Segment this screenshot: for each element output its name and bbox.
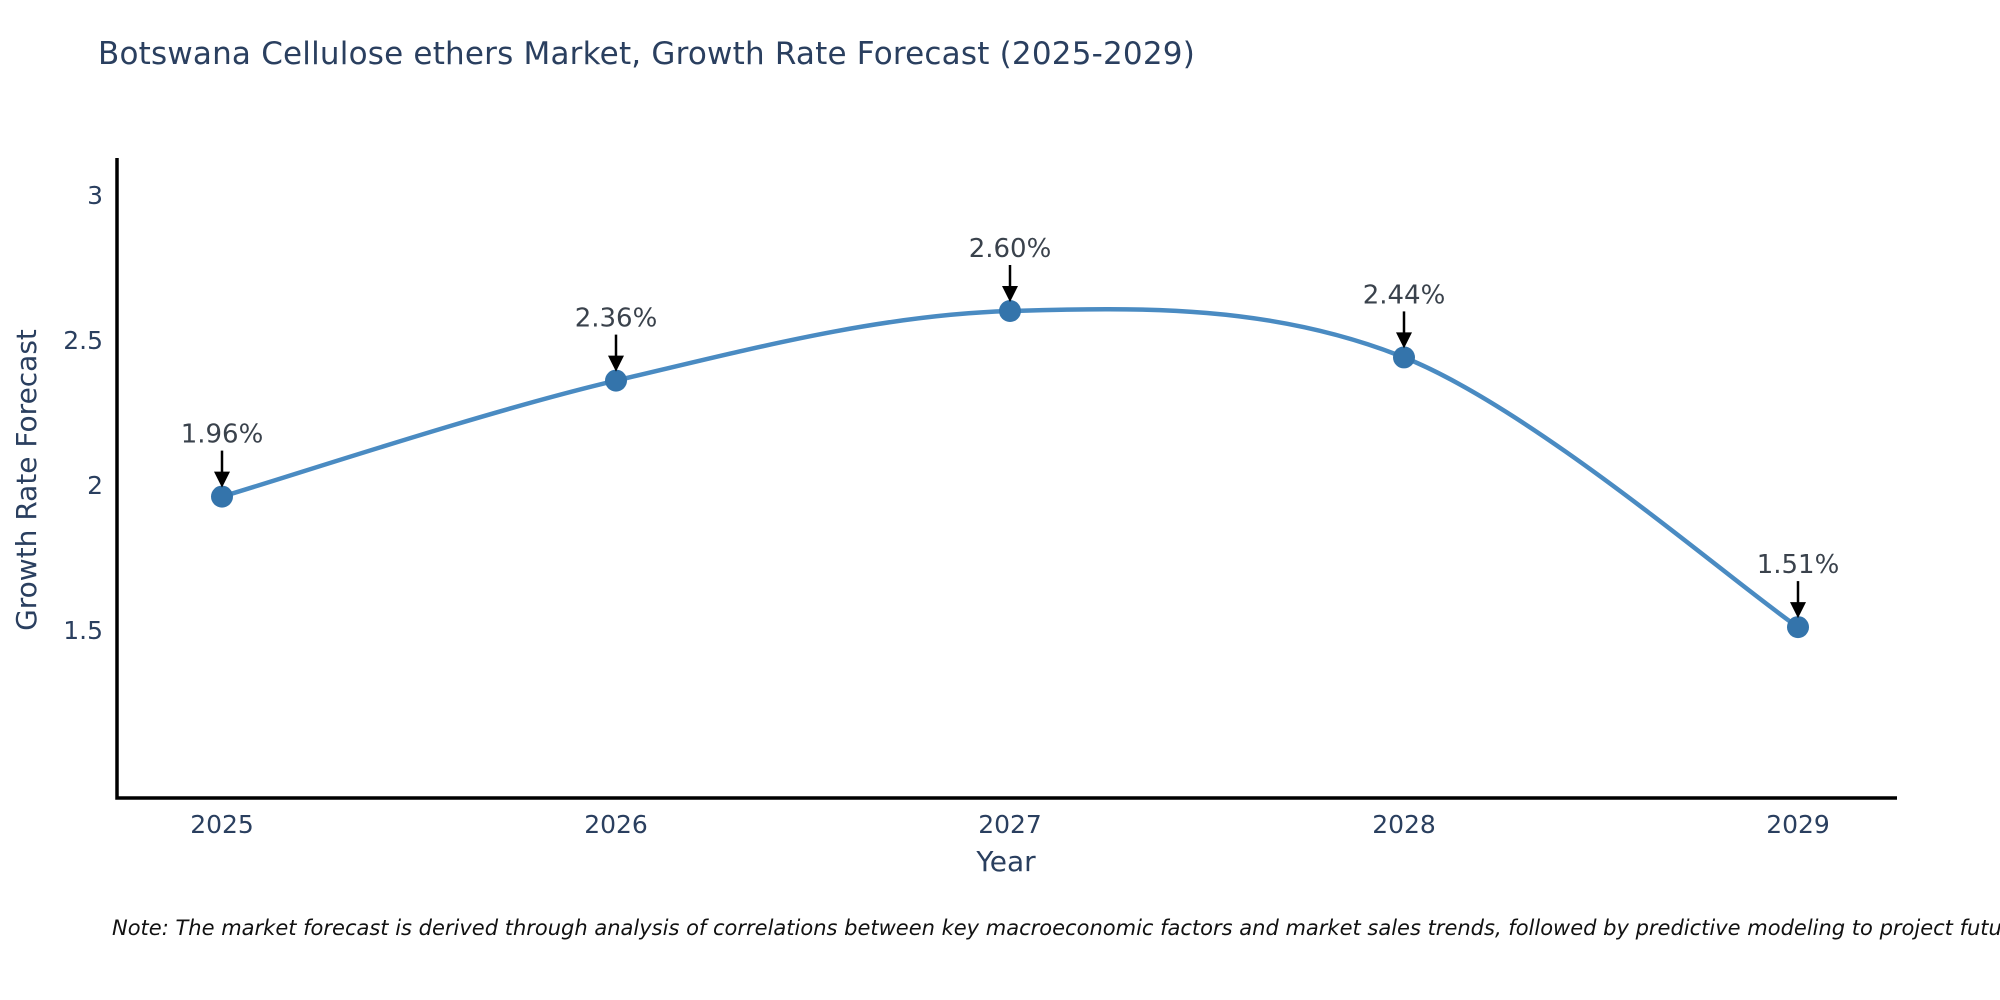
data-point-2027 [999,300,1021,322]
x-tick-label: 2027 [978,810,1042,839]
y-tick-label: 2.5 [63,326,103,355]
x-axis-label: Year [976,845,1036,878]
footnote: Note: The market forecast is derived thr… [112,916,2000,940]
x-tick-label: 2029 [1766,810,1830,839]
data-point-2025 [211,485,233,508]
data-label: 1.51% [1757,550,1840,580]
y-tick-label: 1.5 [63,616,103,645]
x-tick-label: 2028 [1372,810,1436,839]
y-tick-label: 3 [87,181,103,210]
data-label: 2.60% [969,234,1052,264]
annotation-arrowhead [608,355,624,372]
annotation-arrowhead [1002,286,1018,302]
annotation-arrowhead [1790,602,1806,619]
x-tick-label: 2026 [584,810,648,839]
y-tick-label: 2 [87,471,103,500]
data-point-2029 [1787,616,1809,639]
axis-lines [115,158,1897,800]
data-label: 1.96% [181,420,264,450]
trend-line [219,306,1801,630]
x-tick-label: 2025 [190,810,254,839]
annotation-arrowhead [1396,332,1412,349]
data-point-2026 [605,369,627,392]
data-point-2028 [1393,346,1415,369]
data-label: 2.44% [1363,280,1446,310]
chart-title: Botswana Cellulose ethers Market, Growth… [98,36,1195,72]
annotation-arrowhead [214,471,230,488]
data-label: 2.36% [575,304,658,334]
